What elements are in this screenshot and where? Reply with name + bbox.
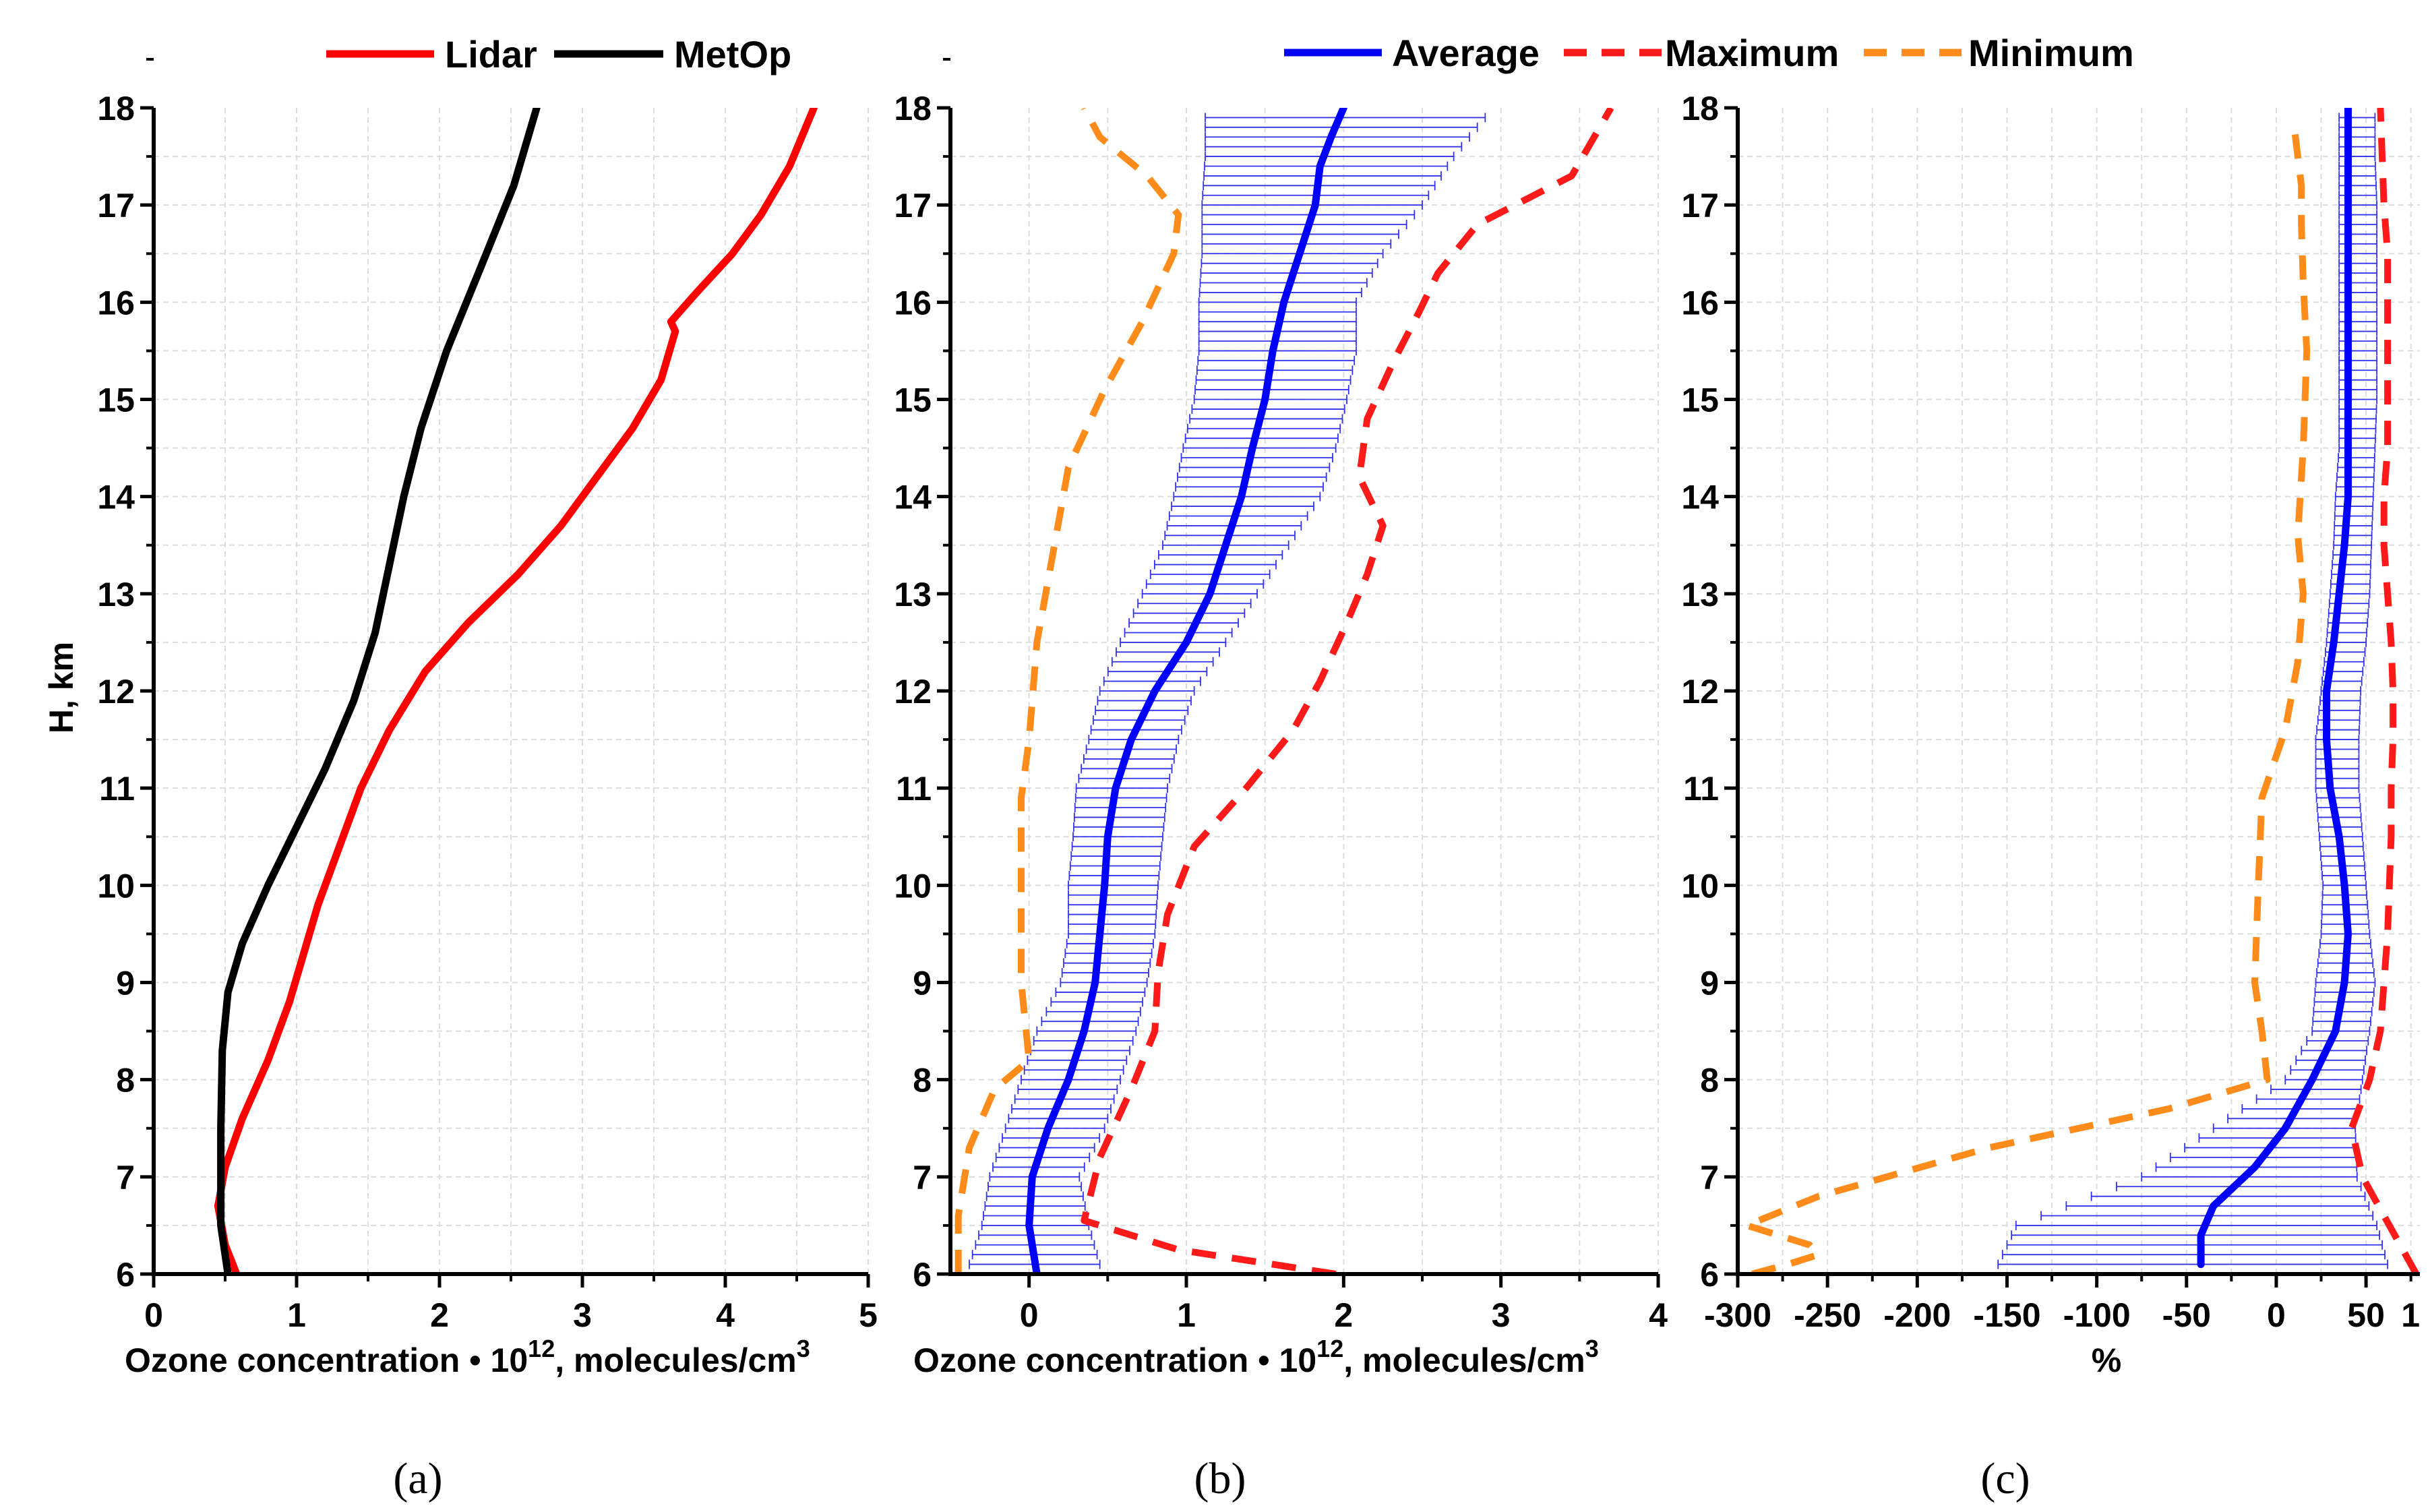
series-line-maximum bbox=[1081, 108, 1614, 1274]
legend-panel-b: Average Maximum Minimum bbox=[1284, 32, 2134, 74]
x-tick-label: 1 bbox=[1177, 1296, 1196, 1334]
x-tick-label: 0 bbox=[2267, 1296, 2286, 1334]
y-tick-label: 17 bbox=[894, 187, 932, 224]
panel-label-a: (a) bbox=[393, 1454, 442, 1503]
x-tick-label: 50 bbox=[2347, 1296, 2385, 1334]
legend-label-average: Average bbox=[1392, 32, 1540, 74]
y-tick-label: 18 bbox=[97, 90, 135, 127]
y-tick-label: 9 bbox=[913, 965, 932, 1002]
series-line-lidar bbox=[214, 108, 818, 1274]
y-tick-label: 16 bbox=[97, 284, 135, 322]
y-tick-label: 10 bbox=[97, 867, 135, 905]
y-tick-label: 15 bbox=[97, 382, 135, 419]
y-tick-label: 9 bbox=[1700, 965, 1719, 1002]
legend-label-lidar: Lidar bbox=[445, 33, 537, 75]
x-axis-title-b: Ozone concentration • 1012, molecules/cm… bbox=[913, 1335, 1599, 1379]
y-tick-label: 16 bbox=[1681, 284, 1719, 322]
x-tick-label: 2 bbox=[430, 1296, 449, 1334]
x-tick-label: 5 bbox=[859, 1296, 878, 1334]
x-axis-title-c: % bbox=[2092, 1341, 2121, 1379]
y-tick-label: 12 bbox=[97, 673, 135, 710]
y-tick-label: 12 bbox=[894, 673, 932, 710]
y-tick-label: 13 bbox=[894, 576, 932, 613]
y-tick-label: 8 bbox=[913, 1062, 932, 1099]
y-tick-label: 12 bbox=[1681, 673, 1719, 710]
x-tick-label: -200 bbox=[1883, 1296, 1951, 1334]
y-tick-label: 11 bbox=[1683, 770, 1719, 808]
x-tick-label: -50 bbox=[2162, 1296, 2211, 1334]
y-tick-label: 13 bbox=[97, 576, 135, 613]
y-tick-label: 17 bbox=[97, 187, 135, 224]
series-line-average bbox=[1025, 108, 1347, 1274]
x-tick-label: -150 bbox=[1973, 1296, 2040, 1334]
x-tick-label: -300 bbox=[1704, 1296, 1771, 1334]
y-tick-label: 7 bbox=[116, 1159, 135, 1197]
x-tick-label: 3 bbox=[573, 1296, 592, 1334]
plot-area-a bbox=[214, 108, 818, 1274]
y-tick-label: 6 bbox=[116, 1256, 135, 1294]
plot-area-b bbox=[954, 108, 1614, 1274]
panel-label-b: (b) bbox=[1194, 1454, 1246, 1503]
x-tick-label: 2 bbox=[1334, 1296, 1353, 1334]
y-tick-label: 10 bbox=[1681, 867, 1719, 905]
x-tick-label: -100 bbox=[2063, 1296, 2131, 1334]
x-tick-label: 3 bbox=[1492, 1296, 1511, 1334]
panel-label-c: (c) bbox=[1980, 1454, 2030, 1503]
y-tick-label: 18 bbox=[894, 90, 932, 127]
y-tick-label: 14 bbox=[97, 479, 135, 516]
legend-label-minimum: Minimum bbox=[1968, 32, 2134, 74]
series-line-metop bbox=[217, 108, 541, 1274]
x-tick-label: 4 bbox=[1649, 1296, 1668, 1334]
y-tick-label: 8 bbox=[116, 1062, 135, 1099]
y-tick-label: 10 bbox=[894, 867, 932, 905]
y-tick-label: 6 bbox=[1700, 1256, 1719, 1294]
x-tick-label: 0 bbox=[1020, 1296, 1039, 1334]
y-tick-label: 14 bbox=[1681, 479, 1719, 516]
x-tick-label: -250 bbox=[1794, 1296, 1861, 1334]
legend-panel-a: Lidar MetOp bbox=[326, 33, 791, 75]
series-line-minimum bbox=[1743, 127, 2311, 1274]
y-tick-label: 15 bbox=[894, 382, 932, 419]
series-line-maximum bbox=[2348, 108, 2420, 1274]
series-line-minimum bbox=[954, 108, 1182, 1274]
series-line-average bbox=[2197, 108, 2352, 1269]
x-tick-label: 1 bbox=[287, 1296, 306, 1334]
x-axis-title-a: Ozone concentration • 1012, molecules/cm… bbox=[125, 1335, 810, 1379]
y-tick-label: 11 bbox=[99, 770, 135, 808]
y-tick-label: 13 bbox=[1681, 576, 1719, 613]
y-tick-label: 8 bbox=[1700, 1062, 1719, 1099]
y-tick-label: 6 bbox=[913, 1256, 932, 1294]
y-tick-label: 17 bbox=[1681, 187, 1719, 224]
y-tick-label: 7 bbox=[1700, 1159, 1719, 1197]
plot-area-c bbox=[1743, 108, 2420, 1274]
y-tick-label: 14 bbox=[894, 479, 932, 516]
y-tick-label: 11 bbox=[896, 770, 932, 808]
y-tick-label: 16 bbox=[894, 284, 932, 322]
x-tick-label: 0 bbox=[144, 1296, 163, 1334]
y-tick-label: 7 bbox=[913, 1159, 932, 1197]
y-axis-title-a: H, km bbox=[42, 642, 80, 733]
y-tick-label: 18 bbox=[1681, 90, 1719, 127]
x-tick-label: 4 bbox=[716, 1296, 735, 1334]
y-tick-label: 15 bbox=[1681, 382, 1719, 419]
legend-label-maximum: Maximum bbox=[1665, 32, 1839, 74]
y-tick-label: 9 bbox=[116, 965, 135, 1002]
x-tick-label: 1 bbox=[2401, 1296, 2420, 1334]
legend-label-metop: MetOp bbox=[674, 33, 791, 75]
